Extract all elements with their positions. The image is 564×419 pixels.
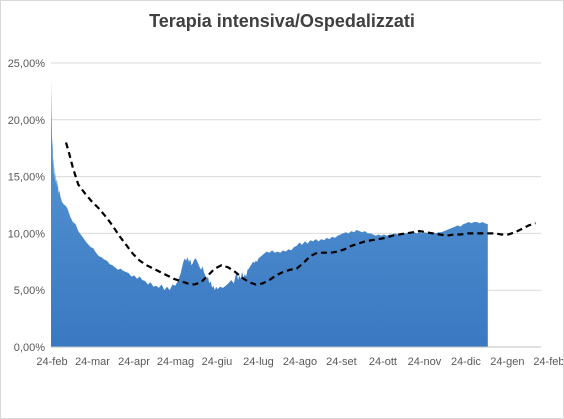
x-tick-label: 24-mar (75, 356, 110, 368)
chart-title: Terapia intensiva/Ospedalizzati (149, 11, 415, 31)
y-tick-label: 15,00% (8, 172, 46, 184)
x-tick-label: 24-ott (369, 356, 397, 368)
x-tick-label: 24-ago (283, 356, 317, 368)
x-tick-label: 24-apr (118, 356, 150, 368)
area-series-fill (51, 80, 488, 347)
y-axis-ticks: 0,00% 5,00% 10,00% 15,00% 20,00% 25,00% (8, 58, 46, 354)
x-tick-label: 24-giu (202, 356, 233, 368)
y-tick-label: 5,00% (14, 285, 45, 297)
area-series (51, 80, 488, 347)
x-tick-label: 24-set (326, 356, 357, 368)
x-tick-label: 24-dic (451, 356, 481, 368)
x-tick-label: 24-gen (490, 356, 524, 368)
x-axis-ticks: 24-feb 24-mar 24-apr 24-mag 24-giu 24-lug 24-a… (36, 356, 563, 368)
y-tick-label: 25,00% (8, 58, 46, 70)
x-tick-label: 24-mag (157, 356, 194, 368)
y-tick-label: 0,00% (14, 342, 45, 354)
line-series (64, 142, 536, 286)
x-tick-label: 24-feb (533, 356, 563, 368)
x-tick-label: 24-lug (243, 356, 274, 368)
x-tick-label: 24-nov (408, 356, 442, 368)
y-tick-label: 20,00% (8, 115, 46, 127)
x-tick-label: 24-feb (36, 356, 67, 368)
y-tick-label: 10,00% (8, 228, 46, 240)
dashed-trend-line (64, 142, 536, 286)
